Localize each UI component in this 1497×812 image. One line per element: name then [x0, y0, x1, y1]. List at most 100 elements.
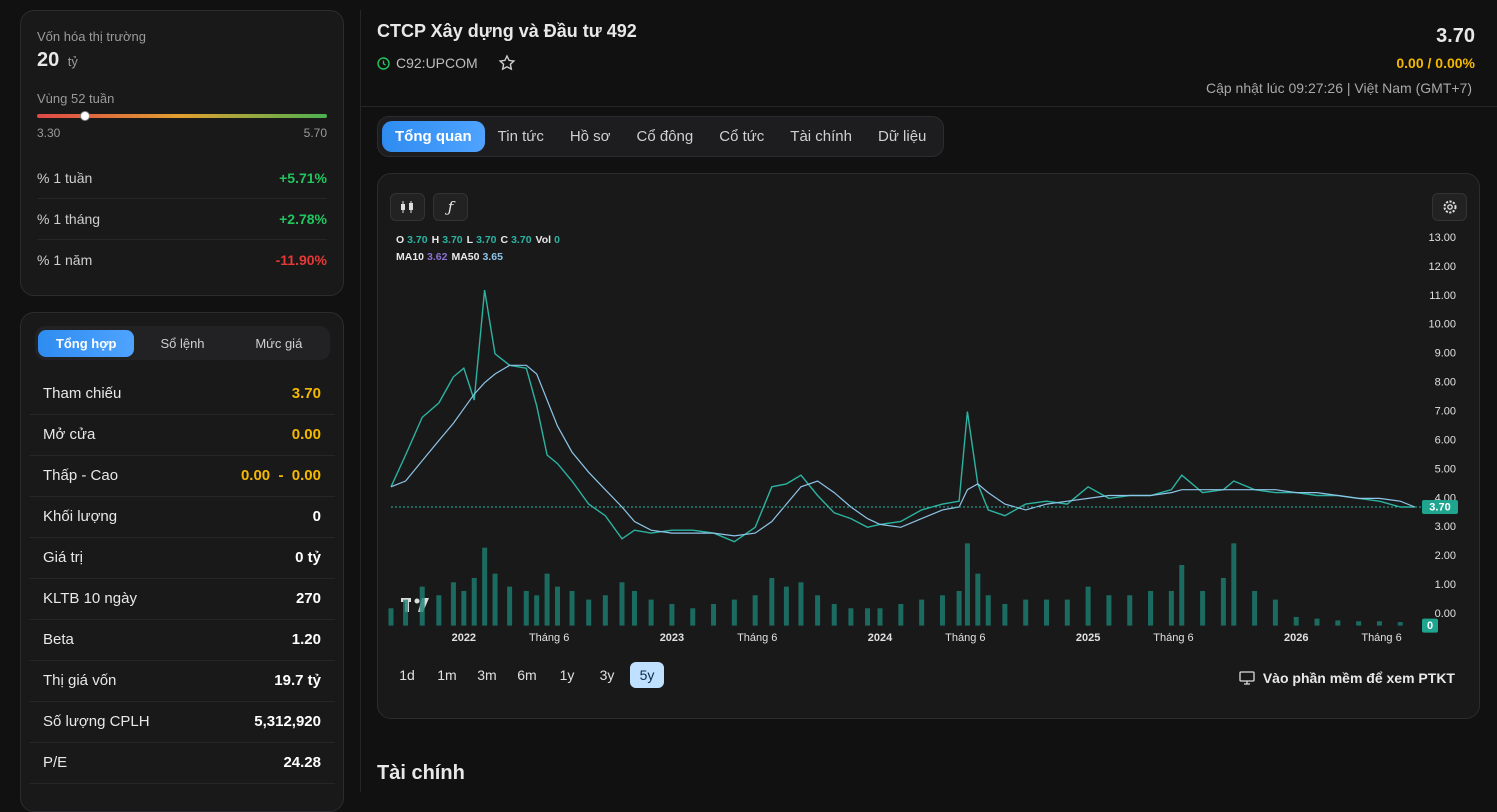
- volume-bar: [1231, 543, 1237, 626]
- stat-row: Tham chiếu 3.70: [29, 373, 335, 415]
- value: 270: [295, 590, 321, 607]
- settings-button[interactable]: [1432, 193, 1467, 221]
- legend-label: MA10: [396, 251, 424, 263]
- volume-bar: [419, 586, 425, 626]
- label: Giá trị: [43, 549, 84, 566]
- volume-bar: [752, 595, 758, 626]
- tab[interactable]: Hồ sơ: [569, 128, 611, 145]
- volume-bar: [1179, 564, 1185, 626]
- volume-bar: [602, 595, 608, 626]
- tab[interactable]: Dữ liệu: [878, 128, 927, 145]
- price: 3.70: [1436, 25, 1475, 47]
- volume-bar: [1106, 595, 1112, 626]
- volume-bar: [388, 608, 394, 626]
- value: 5,312,920: [254, 713, 321, 730]
- volume-bar: [1044, 599, 1050, 626]
- volume-bar: [1023, 599, 1029, 626]
- market-cap: 20 tỷ: [37, 49, 78, 72]
- indicator-button[interactable]: ƒ: [433, 193, 468, 221]
- range-button[interactable]: 5y: [630, 662, 664, 688]
- legend-value: 3.65: [482, 251, 503, 263]
- volume-bar: [1314, 618, 1320, 626]
- tab[interactable]: Cổ tức: [719, 128, 765, 145]
- volume-bar: [1200, 590, 1206, 626]
- y-tick-label: 12.00: [1428, 261, 1456, 273]
- volume-bar: [1148, 590, 1154, 626]
- ticker: C92:UPCOM: [396, 55, 478, 71]
- value: +2.78%: [279, 210, 327, 227]
- volume-bar: [534, 595, 540, 626]
- legend-value: 3.70: [407, 234, 428, 246]
- value: 20: [37, 49, 60, 71]
- stat-row: Số lượng CPLH 5,312,920: [29, 701, 335, 743]
- y-tick-label: 0.00: [1435, 608, 1456, 620]
- stat-row: KLTB 10 ngày 270: [29, 578, 335, 620]
- tab[interactable]: Tổng quan: [382, 121, 485, 152]
- tab[interactable]: Tài chính: [790, 128, 852, 145]
- change-row: % 1 năm -11.90%: [37, 239, 327, 280]
- value: 0: [312, 508, 321, 525]
- y-tick-label: 9.00: [1435, 348, 1456, 360]
- range-button[interactable]: 3m: [477, 667, 497, 683]
- volume-bar: [669, 603, 675, 626]
- candle-button[interactable]: [390, 193, 425, 221]
- x-tick-label: 2022: [452, 632, 476, 644]
- last-price-box: [1422, 500, 1458, 515]
- range-button[interactable]: 1m: [437, 667, 457, 683]
- y-tick-label: 13.00: [1428, 232, 1456, 244]
- x-tick-label: Tháng 6: [737, 632, 777, 644]
- stat-row: Thị giá vốn 19.7 tỷ: [29, 660, 335, 702]
- legend-label: Vol: [536, 234, 552, 246]
- volume-bar: [523, 590, 529, 626]
- software-link[interactable]: Vào phần mềm để xem PTKT: [1239, 670, 1455, 686]
- volume-bar: [1252, 590, 1258, 626]
- label: Số lượng CPLH: [43, 713, 150, 730]
- y-tick-label: 8.00: [1435, 377, 1456, 389]
- legend-row: O 3.70 H 3.70 L 3.70 C 3.70 Vol 0: [396, 234, 560, 246]
- volume-bar: [436, 595, 442, 626]
- tab[interactable]: Mức giá: [255, 335, 303, 351]
- label: Vốn hóa thị trường: [37, 29, 147, 44]
- market-card: Vốn hóa thị trường 20 tỷ Vùng 52 tuần 3.…: [20, 10, 344, 296]
- value: 24.28: [283, 754, 321, 771]
- legend-value: 0: [554, 234, 560, 246]
- volume-bar: [964, 543, 970, 626]
- tab[interactable]: Tin tức: [497, 128, 544, 145]
- volume-bar: [482, 547, 488, 626]
- tab[interactable]: Cổ đông: [636, 128, 694, 145]
- volume-bar: [865, 608, 871, 626]
- volume-bar: [919, 599, 925, 626]
- stat-row: Khối lượng 0: [29, 496, 335, 538]
- volume-bar: [1356, 621, 1362, 626]
- chart-card: ƒ 0.00 1.00 2.00 3.00 4.00 5.00 6.00 7.00 8.00 9.…: [377, 173, 1480, 719]
- volume-bar: [769, 577, 775, 626]
- price-line: [390, 289, 1415, 543]
- tab[interactable]: Tổng hợp: [38, 329, 135, 357]
- x-tick-label: Tháng 6: [529, 632, 569, 644]
- legend-label: C: [501, 234, 509, 246]
- stats-card: Tổng hợp Sổ lệnh Mức giá Tham chiếu 3.70 Mở …: [20, 312, 344, 812]
- range-button[interactable]: 1d: [399, 667, 415, 683]
- y-tick-label: 3.00: [1435, 521, 1456, 533]
- range-button[interactable]: 1y: [559, 667, 575, 683]
- tab[interactable]: Sổ lệnh: [160, 335, 205, 351]
- value: 1.20: [291, 631, 321, 648]
- volume-bar: [450, 582, 456, 626]
- favorite-button[interactable]: [498, 54, 516, 72]
- label: P/E: [43, 754, 68, 771]
- y-tick-label: 1.00: [1435, 579, 1456, 591]
- volume-bar: [1220, 577, 1226, 626]
- candle-icon: [401, 201, 413, 213]
- volume-bar: [815, 595, 821, 626]
- y-tick-label: 11.00: [1429, 290, 1456, 302]
- divider: [360, 10, 361, 792]
- volume-bar: [1293, 616, 1299, 626]
- volume-bar: [831, 603, 837, 626]
- stat-row: Beta 1.20: [29, 619, 335, 661]
- volume-bar: [783, 586, 789, 626]
- volume-bar: [731, 599, 737, 626]
- range-button[interactable]: 6m: [517, 667, 537, 683]
- change-row: % 1 tuần +5.71%: [37, 157, 327, 199]
- range-button[interactable]: 3y: [599, 667, 615, 683]
- volume-bar: [619, 582, 625, 626]
